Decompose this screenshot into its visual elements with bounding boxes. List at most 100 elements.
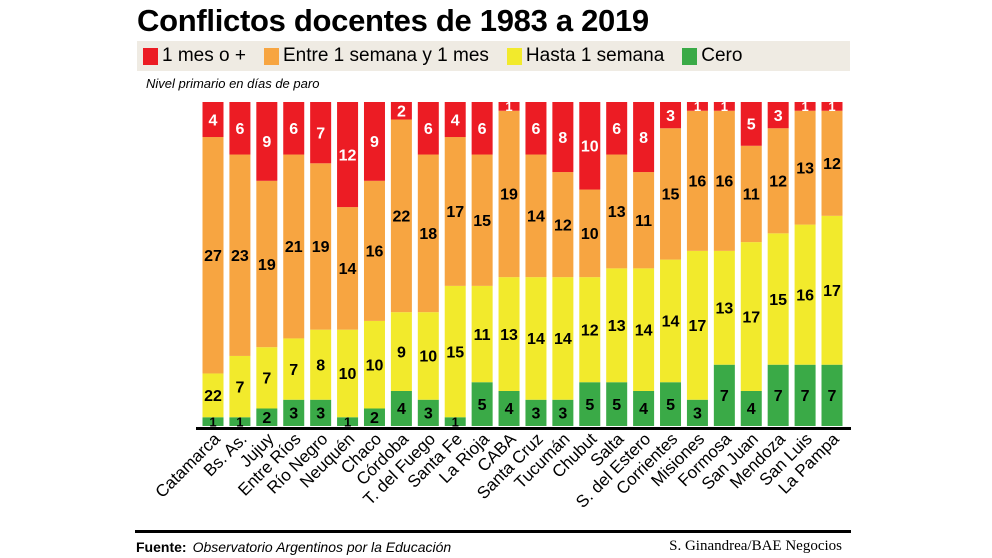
legend-swatch-red: [143, 47, 158, 65]
bar-segment: [713, 102, 735, 111]
data-label: 13: [500, 327, 518, 344]
data-label: 4: [747, 401, 756, 418]
data-label: 14: [339, 261, 357, 278]
data-label: 5: [612, 397, 621, 414]
data-label: 12: [581, 322, 599, 339]
bar-segment: [256, 180, 278, 348]
data-label: 19: [500, 187, 518, 204]
footer-divider: [135, 530, 851, 533]
data-label: 13: [796, 160, 814, 177]
legend-swatch-green: [682, 47, 698, 65]
data-label: 4: [451, 112, 460, 129]
data-label: 14: [527, 209, 545, 226]
data-label: 13: [715, 301, 733, 318]
data-label: 6: [424, 121, 433, 138]
bar-segment: [579, 277, 601, 383]
bar-segment: [310, 163, 332, 330]
bar-segment: [229, 417, 251, 426]
data-label: 16: [366, 244, 384, 261]
data-label: 8: [316, 357, 325, 374]
data-label: 19: [312, 239, 330, 256]
data-label: 18: [419, 226, 437, 243]
legend-label: Hasta 1 semana: [525, 45, 665, 66]
bar-segment: [740, 242, 762, 391]
legend-label: 1 mes o +: [162, 45, 246, 66]
data-label: 7: [828, 388, 837, 405]
bar-segment: [713, 364, 735, 426]
data-label: 9: [397, 344, 406, 361]
data-label: 16: [689, 174, 707, 191]
bar-segment: [633, 390, 655, 426]
bar-segment: [229, 355, 251, 418]
bar-segment: [579, 189, 601, 278]
data-label: 14: [635, 322, 653, 339]
bar-segment: [552, 172, 574, 278]
data-label: 1: [344, 414, 351, 429]
bar-segment: [633, 268, 655, 391]
bar-segment: [606, 154, 628, 269]
bar-segment: [606, 102, 628, 155]
bar-segment: [390, 119, 412, 313]
data-label: 10: [581, 139, 599, 156]
bar-segment: [686, 102, 708, 111]
data-label: 7: [316, 125, 325, 142]
bar-segment: [767, 102, 789, 129]
bar-segment: [256, 102, 278, 181]
bar-segment: [283, 338, 305, 400]
bar-segment: [821, 110, 843, 216]
data-label: 6: [235, 121, 244, 138]
bar-segment: [390, 102, 412, 120]
data-label: 3: [774, 108, 783, 125]
bar-segment: [417, 154, 439, 313]
data-label: 2: [397, 104, 406, 121]
bar-segment: [256, 347, 278, 409]
data-label: 11: [474, 327, 491, 344]
data-label: 4: [209, 112, 218, 129]
bar-segment: [740, 145, 762, 243]
data-label: 3: [532, 406, 541, 423]
data-label: 10: [419, 349, 437, 366]
data-label: 6: [532, 121, 541, 138]
data-label: 15: [473, 213, 491, 230]
data-label: 1: [694, 99, 701, 114]
source-label: Fuente:: [136, 539, 187, 555]
legend-label: Cero: [701, 45, 743, 66]
bar-segment: [417, 312, 439, 400]
legend-item: Entre 1 semana y 1 mes: [263, 45, 489, 67]
data-label: 13: [608, 318, 626, 335]
bar-segment: [660, 382, 682, 426]
bar-segment: [337, 329, 359, 418]
bar-segment: [552, 277, 574, 400]
bar-segment: [767, 364, 789, 426]
data-label: 13: [608, 204, 626, 221]
data-label: 2: [370, 410, 379, 427]
data-label: 16: [796, 287, 814, 304]
data-label: 10: [339, 366, 357, 383]
data-label: 11: [635, 213, 652, 230]
bar-segment: [471, 102, 493, 155]
bar-segment: [821, 215, 843, 365]
bar-segment: [767, 233, 789, 365]
bar-segment: [740, 390, 762, 426]
data-label: 23: [231, 248, 249, 265]
bar-segment: [606, 268, 628, 383]
data-label: 7: [262, 371, 271, 388]
bar-segment: [390, 312, 412, 391]
bar-segment: [660, 259, 682, 383]
data-label: 16: [715, 174, 733, 191]
bar-segment: [337, 102, 359, 208]
legend-label: Entre 1 semana y 1 mes: [282, 45, 489, 66]
legend-item: Cero: [682, 45, 742, 67]
legend-item: Hasta 1 semana: [506, 45, 665, 67]
bar-segment: [363, 408, 385, 426]
data-label: 6: [478, 121, 487, 138]
bar-segment: [390, 390, 412, 426]
bar-segment: [498, 390, 520, 426]
legend-item: 1 mes o +: [143, 45, 246, 67]
bar-segment: [471, 285, 493, 383]
bar-segment: [686, 399, 708, 426]
bar-segment: [337, 207, 359, 330]
data-label: 4: [505, 401, 514, 418]
bar-segment: [606, 382, 628, 426]
